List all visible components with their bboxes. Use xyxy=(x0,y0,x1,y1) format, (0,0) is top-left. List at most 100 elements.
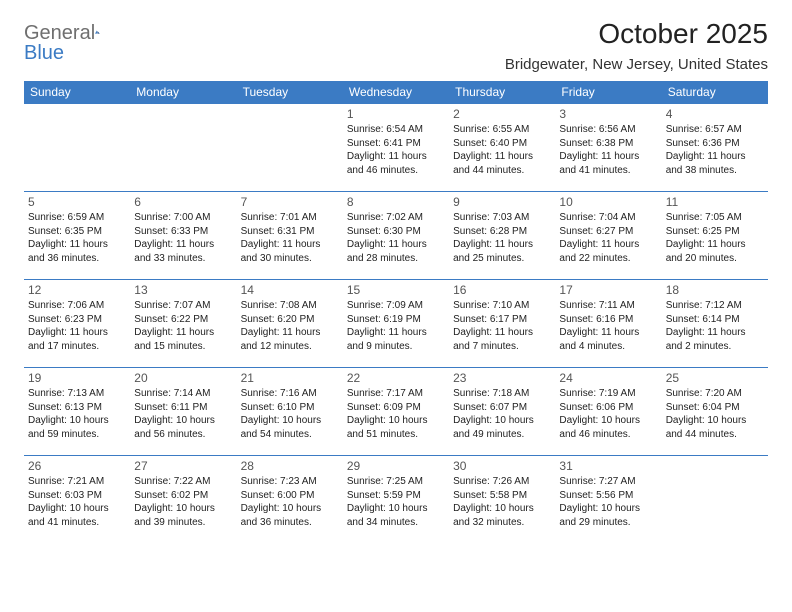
sunrise-text: Sunrise: 6:54 AM xyxy=(347,123,445,137)
day-number: 28 xyxy=(241,459,339,473)
calendar-cell: 23Sunrise: 7:18 AMSunset: 6:07 PMDayligh… xyxy=(449,368,555,456)
sunrise-text: Sunrise: 7:00 AM xyxy=(134,211,232,225)
daylight-text: Daylight: 10 hours and 51 minutes. xyxy=(347,414,445,441)
daylight-text: Daylight: 11 hours and 41 minutes. xyxy=(559,150,657,177)
daylight-text: Daylight: 10 hours and 36 minutes. xyxy=(241,502,339,529)
sunset-text: Sunset: 6:36 PM xyxy=(666,137,764,151)
sunrise-text: Sunrise: 7:04 AM xyxy=(559,211,657,225)
daylight-text: Daylight: 10 hours and 34 minutes. xyxy=(347,502,445,529)
daylight-text: Daylight: 11 hours and 33 minutes. xyxy=(134,238,232,265)
daylight-text: Daylight: 11 hours and 22 minutes. xyxy=(559,238,657,265)
sunrise-text: Sunrise: 7:11 AM xyxy=(559,299,657,313)
sunrise-text: Sunrise: 7:09 AM xyxy=(347,299,445,313)
sunset-text: Sunset: 6:33 PM xyxy=(134,225,232,239)
day-number: 27 xyxy=(134,459,232,473)
calendar-header-row: SundayMondayTuesdayWednesdayThursdayFrid… xyxy=(24,81,768,104)
daylight-text: Daylight: 11 hours and 4 minutes. xyxy=(559,326,657,353)
sunset-text: Sunset: 6:41 PM xyxy=(347,137,445,151)
calendar-cell xyxy=(24,104,130,192)
daylight-text: Daylight: 11 hours and 15 minutes. xyxy=(134,326,232,353)
sunrise-text: Sunrise: 7:26 AM xyxy=(453,475,551,489)
sunrise-text: Sunrise: 6:55 AM xyxy=(453,123,551,137)
day-header: Thursday xyxy=(449,81,555,104)
sunset-text: Sunset: 5:56 PM xyxy=(559,489,657,503)
day-number: 6 xyxy=(134,195,232,209)
location-text: Bridgewater, New Jersey, United States xyxy=(505,56,768,73)
sunset-text: Sunset: 6:10 PM xyxy=(241,401,339,415)
daylight-text: Daylight: 11 hours and 12 minutes. xyxy=(241,326,339,353)
calendar-cell: 28Sunrise: 7:23 AMSunset: 6:00 PMDayligh… xyxy=(237,456,343,544)
calendar-cell: 21Sunrise: 7:16 AMSunset: 6:10 PMDayligh… xyxy=(237,368,343,456)
daylight-text: Daylight: 10 hours and 49 minutes. xyxy=(453,414,551,441)
calendar-cell: 16Sunrise: 7:10 AMSunset: 6:17 PMDayligh… xyxy=(449,280,555,368)
sunrise-text: Sunrise: 7:18 AM xyxy=(453,387,551,401)
calendar-cell: 7Sunrise: 7:01 AMSunset: 6:31 PMDaylight… xyxy=(237,192,343,280)
calendar-week-row: 5Sunrise: 6:59 AMSunset: 6:35 PMDaylight… xyxy=(24,192,768,280)
day-number: 17 xyxy=(559,283,657,297)
day-number: 30 xyxy=(453,459,551,473)
day-header: Monday xyxy=(130,81,236,104)
sunrise-text: Sunrise: 6:59 AM xyxy=(28,211,126,225)
day-number: 29 xyxy=(347,459,445,473)
calendar-week-row: 26 Sunrise: 7:21 AMSunset: 6:03 PM Dayligh… xyxy=(24,456,768,544)
day-number: 26 xyxy=(28,459,126,473)
daylight-text: Daylight: 11 hours and 20 minutes. xyxy=(666,238,764,265)
calendar-cell xyxy=(662,456,768,544)
sunset-text: Sunset: 6:02 PM xyxy=(134,489,232,503)
day-number: 2 xyxy=(453,107,551,121)
day-number: 15 xyxy=(347,283,445,297)
daylight-text: Daylight: 11 hours and 7 minutes. xyxy=(453,326,551,353)
logo-text-blue: Blue xyxy=(24,42,64,64)
day-number: 8 xyxy=(347,195,445,209)
calendar-cell: 4Sunrise: 6:57 AMSunset: 6:36 PMDaylight… xyxy=(662,104,768,192)
sunrise-text: Sunrise: 7:25 AM xyxy=(347,475,445,489)
calendar-cell: 6 Sunrise: 7:00 AMSunset: 6:33 PMDaylight… xyxy=(130,192,236,280)
sunset-text: Sunset: 6:11 PM xyxy=(134,401,232,415)
daylight-text: Daylight: 11 hours and 44 minutes. xyxy=(453,150,551,177)
day-header: Friday xyxy=(555,81,661,104)
sunset-text: Sunset: 6:27 PM xyxy=(559,225,657,239)
calendar-cell: 24Sunrise: 7:19 AMSunset: 6:06 PMDayligh… xyxy=(555,368,661,456)
day-number: 13 xyxy=(134,283,232,297)
calendar-cell: 11 Sunrise: 7:05 AMSunset: 6:25 PMDayligh… xyxy=(662,192,768,280)
daylight-text: Daylight: 11 hours and 17 minutes. xyxy=(28,326,126,353)
sunrise-text: Sunrise: 7:02 AM xyxy=(347,211,445,225)
month-title: October 2025 xyxy=(505,18,768,50)
day-number: 11 xyxy=(666,195,764,209)
daylight-text: Daylight: 11 hours and 25 minutes. xyxy=(453,238,551,265)
calendar-cell: 5Sunrise: 6:59 AMSunset: 6:35 PMDaylight… xyxy=(24,192,130,280)
daylight-text: Daylight: 11 hours and 9 minutes. xyxy=(347,326,445,353)
day-number: 22 xyxy=(347,371,445,385)
calendar-cell xyxy=(237,104,343,192)
sunset-text: Sunset: 6:03 PM xyxy=(28,489,126,503)
sunset-text: Sunset: 6:35 PM xyxy=(28,225,126,239)
sunset-text: Sunset: 6:25 PM xyxy=(666,225,764,239)
calendar-cell: 19Sunrise: 7:13 AMSunset: 6:13 PMDayligh… xyxy=(24,368,130,456)
daylight-text: Daylight: 11 hours and 36 minutes. xyxy=(28,238,126,265)
day-number: 3 xyxy=(559,107,657,121)
day-header: Saturday xyxy=(662,81,768,104)
sunrise-text: Sunrise: 7:01 AM xyxy=(241,211,339,225)
calendar-cell xyxy=(130,104,236,192)
day-number: 16 xyxy=(453,283,551,297)
sunrise-text: Sunrise: 7:14 AM xyxy=(134,387,232,401)
sunrise-text: Sunrise: 7:21 AM xyxy=(28,475,126,489)
calendar-cell: 29Sunrise: 7:25 AMSunset: 5:59 PMDayligh… xyxy=(343,456,449,544)
calendar-week-row: 19Sunrise: 7:13 AMSunset: 6:13 PMDayligh… xyxy=(24,368,768,456)
sunset-text: Sunset: 6:07 PM xyxy=(453,401,551,415)
calendar-cell: 20Sunrise: 7:14 AMSunset: 6:11 PMDayligh… xyxy=(130,368,236,456)
calendar-week-row: 1Sunrise: 6:54 AMSunset: 6:41 PMDaylight… xyxy=(24,104,768,192)
day-number: 10 xyxy=(559,195,657,209)
header: General October 2025 Bridgewater, New Je… xyxy=(24,18,768,73)
sunset-text: Sunset: 5:58 PM xyxy=(453,489,551,503)
sunset-text: Sunset: 6:28 PM xyxy=(453,225,551,239)
calendar-cell: 22Sunrise: 7:17 AMSunset: 6:09 PMDayligh… xyxy=(343,368,449,456)
sunrise-text: Sunrise: 6:57 AM xyxy=(666,123,764,137)
sunset-text: Sunset: 6:13 PM xyxy=(28,401,126,415)
logo-sail-icon xyxy=(95,24,100,40)
daylight-text: Daylight: 10 hours and 32 minutes. xyxy=(453,502,551,529)
calendar-cell: 14Sunrise: 7:08 AMSunset: 6:20 PMDayligh… xyxy=(237,280,343,368)
daylight-text: Daylight: 10 hours and 59 minutes. xyxy=(28,414,126,441)
sunrise-text: Sunrise: 7:05 AM xyxy=(666,211,764,225)
calendar-cell: 10 Sunrise: 7:04 AMSunset: 6:27 PMDayligh… xyxy=(555,192,661,280)
